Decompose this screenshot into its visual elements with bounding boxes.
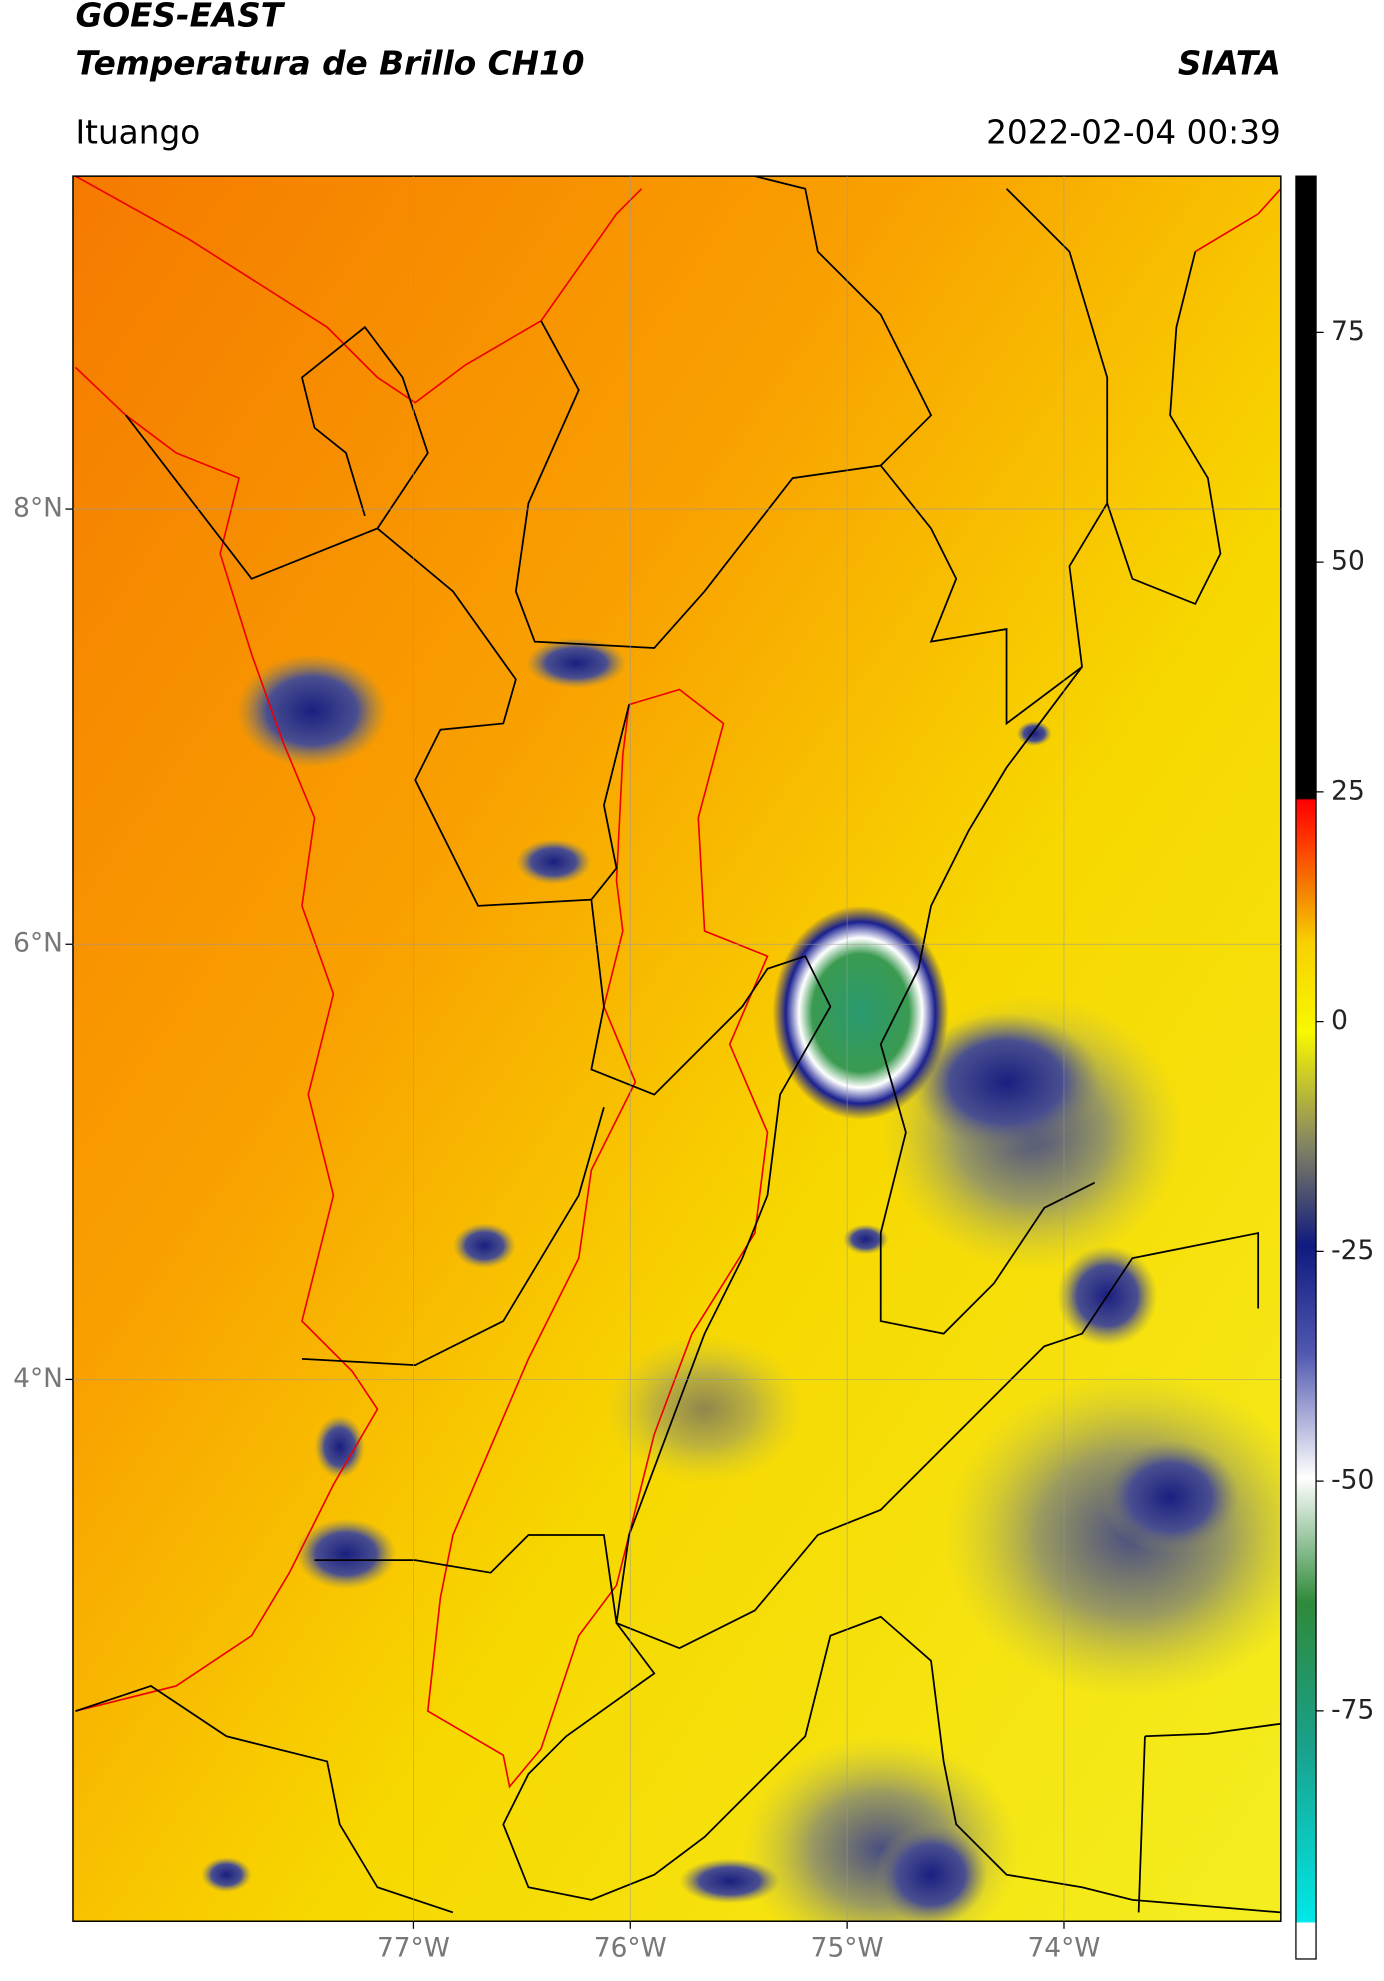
colorbar-tick-label: 50 xyxy=(1331,546,1365,577)
colorbar-tick-label: -75 xyxy=(1331,1694,1374,1725)
colorbar-tick-label: 25 xyxy=(1331,775,1365,806)
datetime: 2022-02-04 00:39 xyxy=(986,114,1281,152)
colorbar-tick-label: -50 xyxy=(1331,1465,1374,1496)
lon-tick-label: 75°W xyxy=(811,1932,884,1963)
title: GOES-EAST xyxy=(75,0,285,35)
lat-tick-label: 6°N xyxy=(13,928,63,959)
lat-tick-label: 4°N xyxy=(13,1363,63,1394)
lat-tick-label: 8°N xyxy=(13,493,63,524)
satellite-image xyxy=(72,176,1281,1922)
source: SIATA xyxy=(1178,44,1281,82)
map-frame xyxy=(72,175,1282,1922)
colorbar-tick-label: 0 xyxy=(1331,1005,1348,1036)
colorbar-tick-label: -25 xyxy=(1331,1235,1374,1266)
colorbar-tick-label: 75 xyxy=(1331,316,1365,347)
lon-tick-label: 74°W xyxy=(1028,1932,1101,1963)
location: Ituango xyxy=(75,114,200,152)
lon-tick-label: 76°W xyxy=(594,1932,667,1963)
colorbar xyxy=(1295,175,1317,1960)
lon-tick-label: 77°W xyxy=(377,1932,450,1963)
subtitle: Temperatura de Brillo CH10 xyxy=(75,44,584,82)
